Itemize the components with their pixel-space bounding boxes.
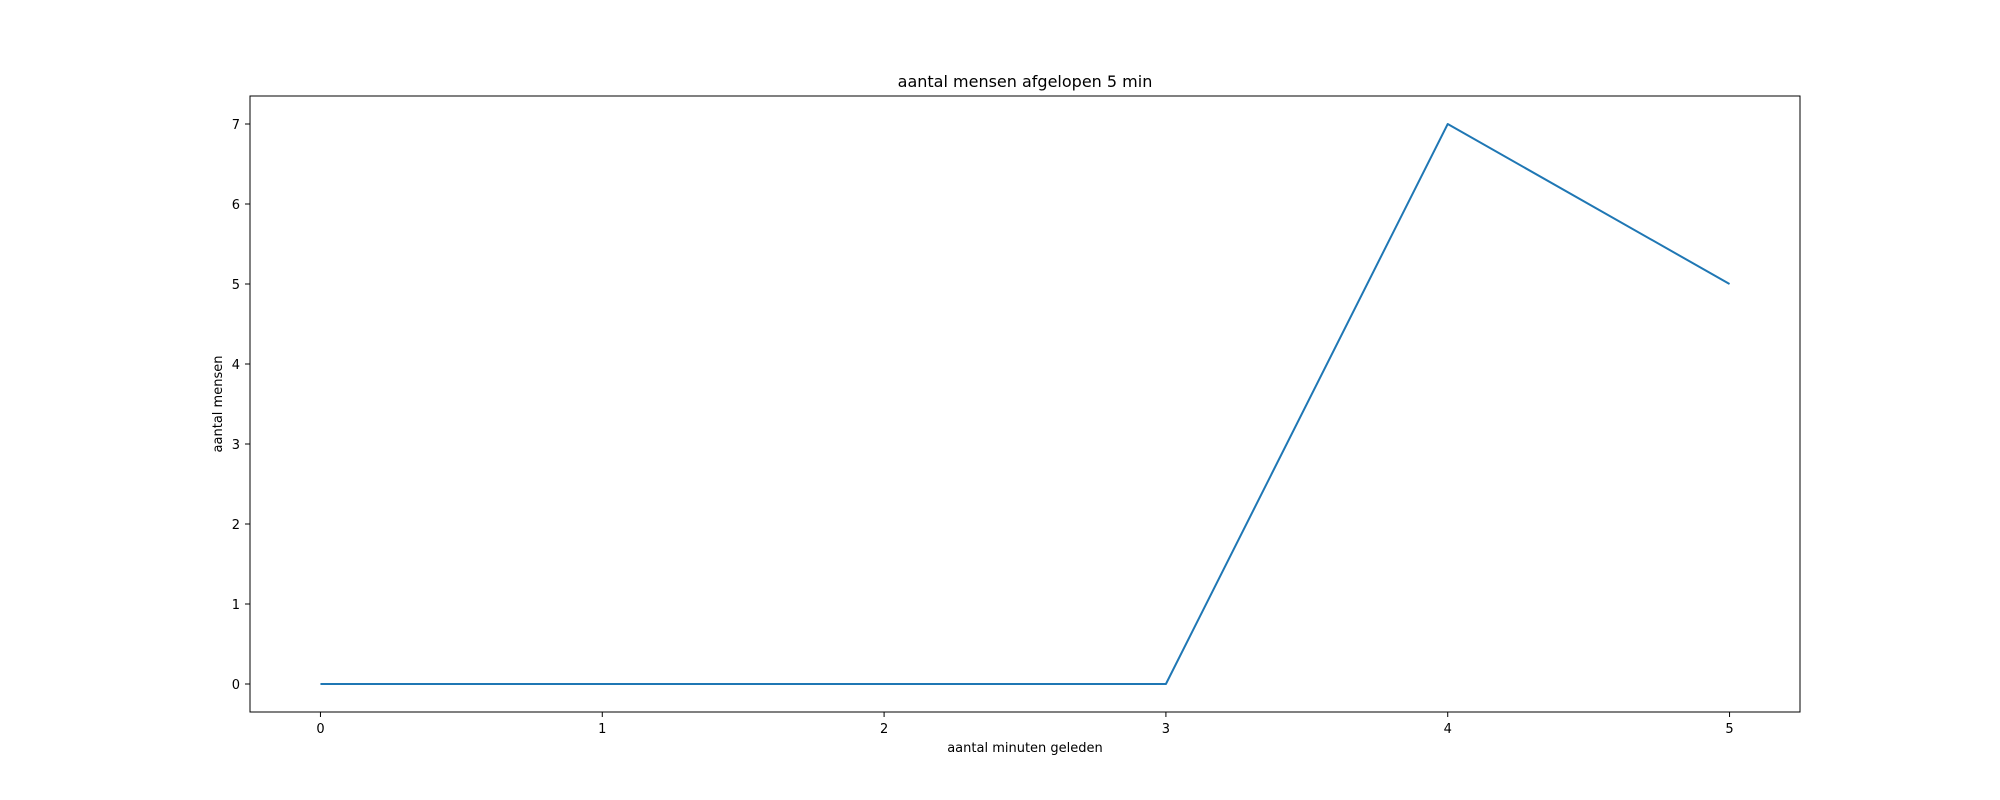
x-tick-label: 2 [880, 722, 888, 737]
x-axis: 0 1 2 3 4 5 [316, 712, 1734, 737]
y-tick-label: 1 [232, 598, 240, 613]
y-tick-label: 6 [232, 198, 240, 213]
x-tick-label: 5 [1725, 722, 1733, 737]
plot-area [320, 123, 1731, 685]
x-tick-label: 4 [1444, 722, 1452, 737]
x-tick-label: 0 [316, 722, 324, 737]
y-tick-label: 5 [232, 278, 240, 293]
y-tick-label: 4 [232, 358, 240, 373]
y-axis: 0 1 2 3 4 5 6 7 [232, 118, 250, 693]
series-line [320, 123, 1731, 685]
y-axis-label: aantal mensen [211, 356, 226, 453]
y-tick-label: 2 [232, 518, 240, 533]
x-tick-label: 3 [1162, 722, 1170, 737]
chart-title: aantal mensen afgelopen 5 min [898, 72, 1153, 91]
x-axis-label: aantal minuten geleden [947, 741, 1103, 756]
axes-frame [249, 95, 1801, 713]
y-tick-label: 7 [232, 118, 240, 133]
x-tick-label: 1 [598, 722, 606, 737]
y-tick-label: 0 [232, 678, 240, 693]
y-tick-label: 3 [232, 438, 240, 453]
